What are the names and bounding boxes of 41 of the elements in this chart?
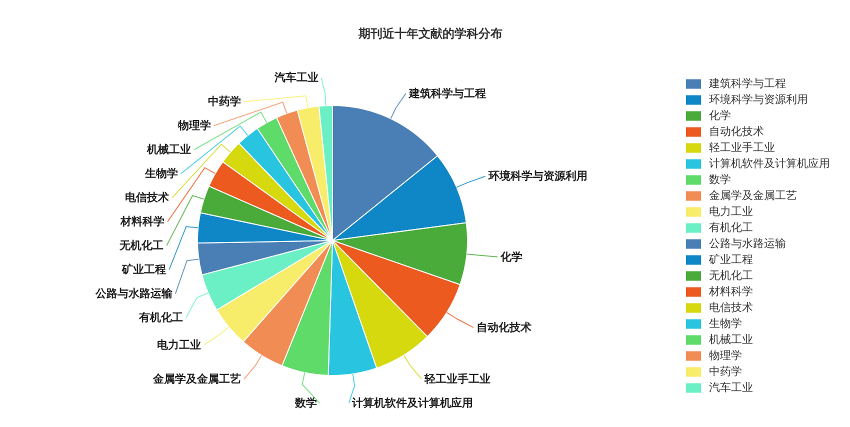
slice-label: 无机化工 [118,239,164,252]
slice-label: 计算机软件及计算机应用 [350,396,473,410]
chart-title: 期刊近十年文献的学科分布 [358,26,502,40]
slice-label: 电信技术 [125,191,170,204]
legend-label: 物理学 [709,348,742,363]
legend-label: 金属学及金属工艺 [709,188,797,203]
legend-label: 电力工业 [709,204,753,219]
legend-label: 自动化技术 [709,124,764,139]
legend-label: 电信技术 [709,300,753,315]
slice-label: 汽车工业 [273,71,318,84]
slice-label: 有机化工 [138,311,183,324]
slice-label: 环境科学与资源利用 [487,170,588,183]
legend-label: 中药学 [709,364,742,379]
slice-label: 轻工业手工业 [424,372,491,386]
legend-label: 有机化工 [709,220,753,235]
slice-label: 建筑科学与工程 [408,86,486,100]
slice-label: 材料科学 [120,215,165,228]
legend-label: 机械工业 [709,332,753,347]
slice-label: 机械工业 [146,143,192,156]
legend-label: 轻工业手工业 [709,140,775,155]
slice-label: 化学 [500,250,523,264]
legend-label: 数学 [709,172,731,187]
slice-label: 金属学及金属工艺 [152,372,241,386]
slice-label: 生物学 [144,167,178,180]
legend-label: 材料科学 [709,284,753,299]
slice-label: 公路与水路运输 [94,287,174,300]
legend-label: 计算机软件及计算机应用 [709,156,830,171]
legend-label: 汽车工业 [709,380,753,395]
legend-label: 公路与水路运输 [709,236,786,251]
legend-label: 环境科学与资源利用 [709,92,808,107]
legend-label: 生物学 [709,316,742,331]
slice-label: 数学 [294,396,317,410]
legend-label: 矿业工程 [709,252,753,267]
legend-label: 无机化工 [709,268,753,283]
legend-label: 化学 [709,108,731,123]
slice-label: 中药学 [208,95,242,108]
slice-label: 物理学 [176,119,211,132]
slice-label: 电力工业 [157,338,202,352]
slice-label: 自动化技术 [476,320,532,334]
legend-label: 建筑科学与工程 [709,76,786,91]
slice-label: 矿业工程 [121,263,166,276]
